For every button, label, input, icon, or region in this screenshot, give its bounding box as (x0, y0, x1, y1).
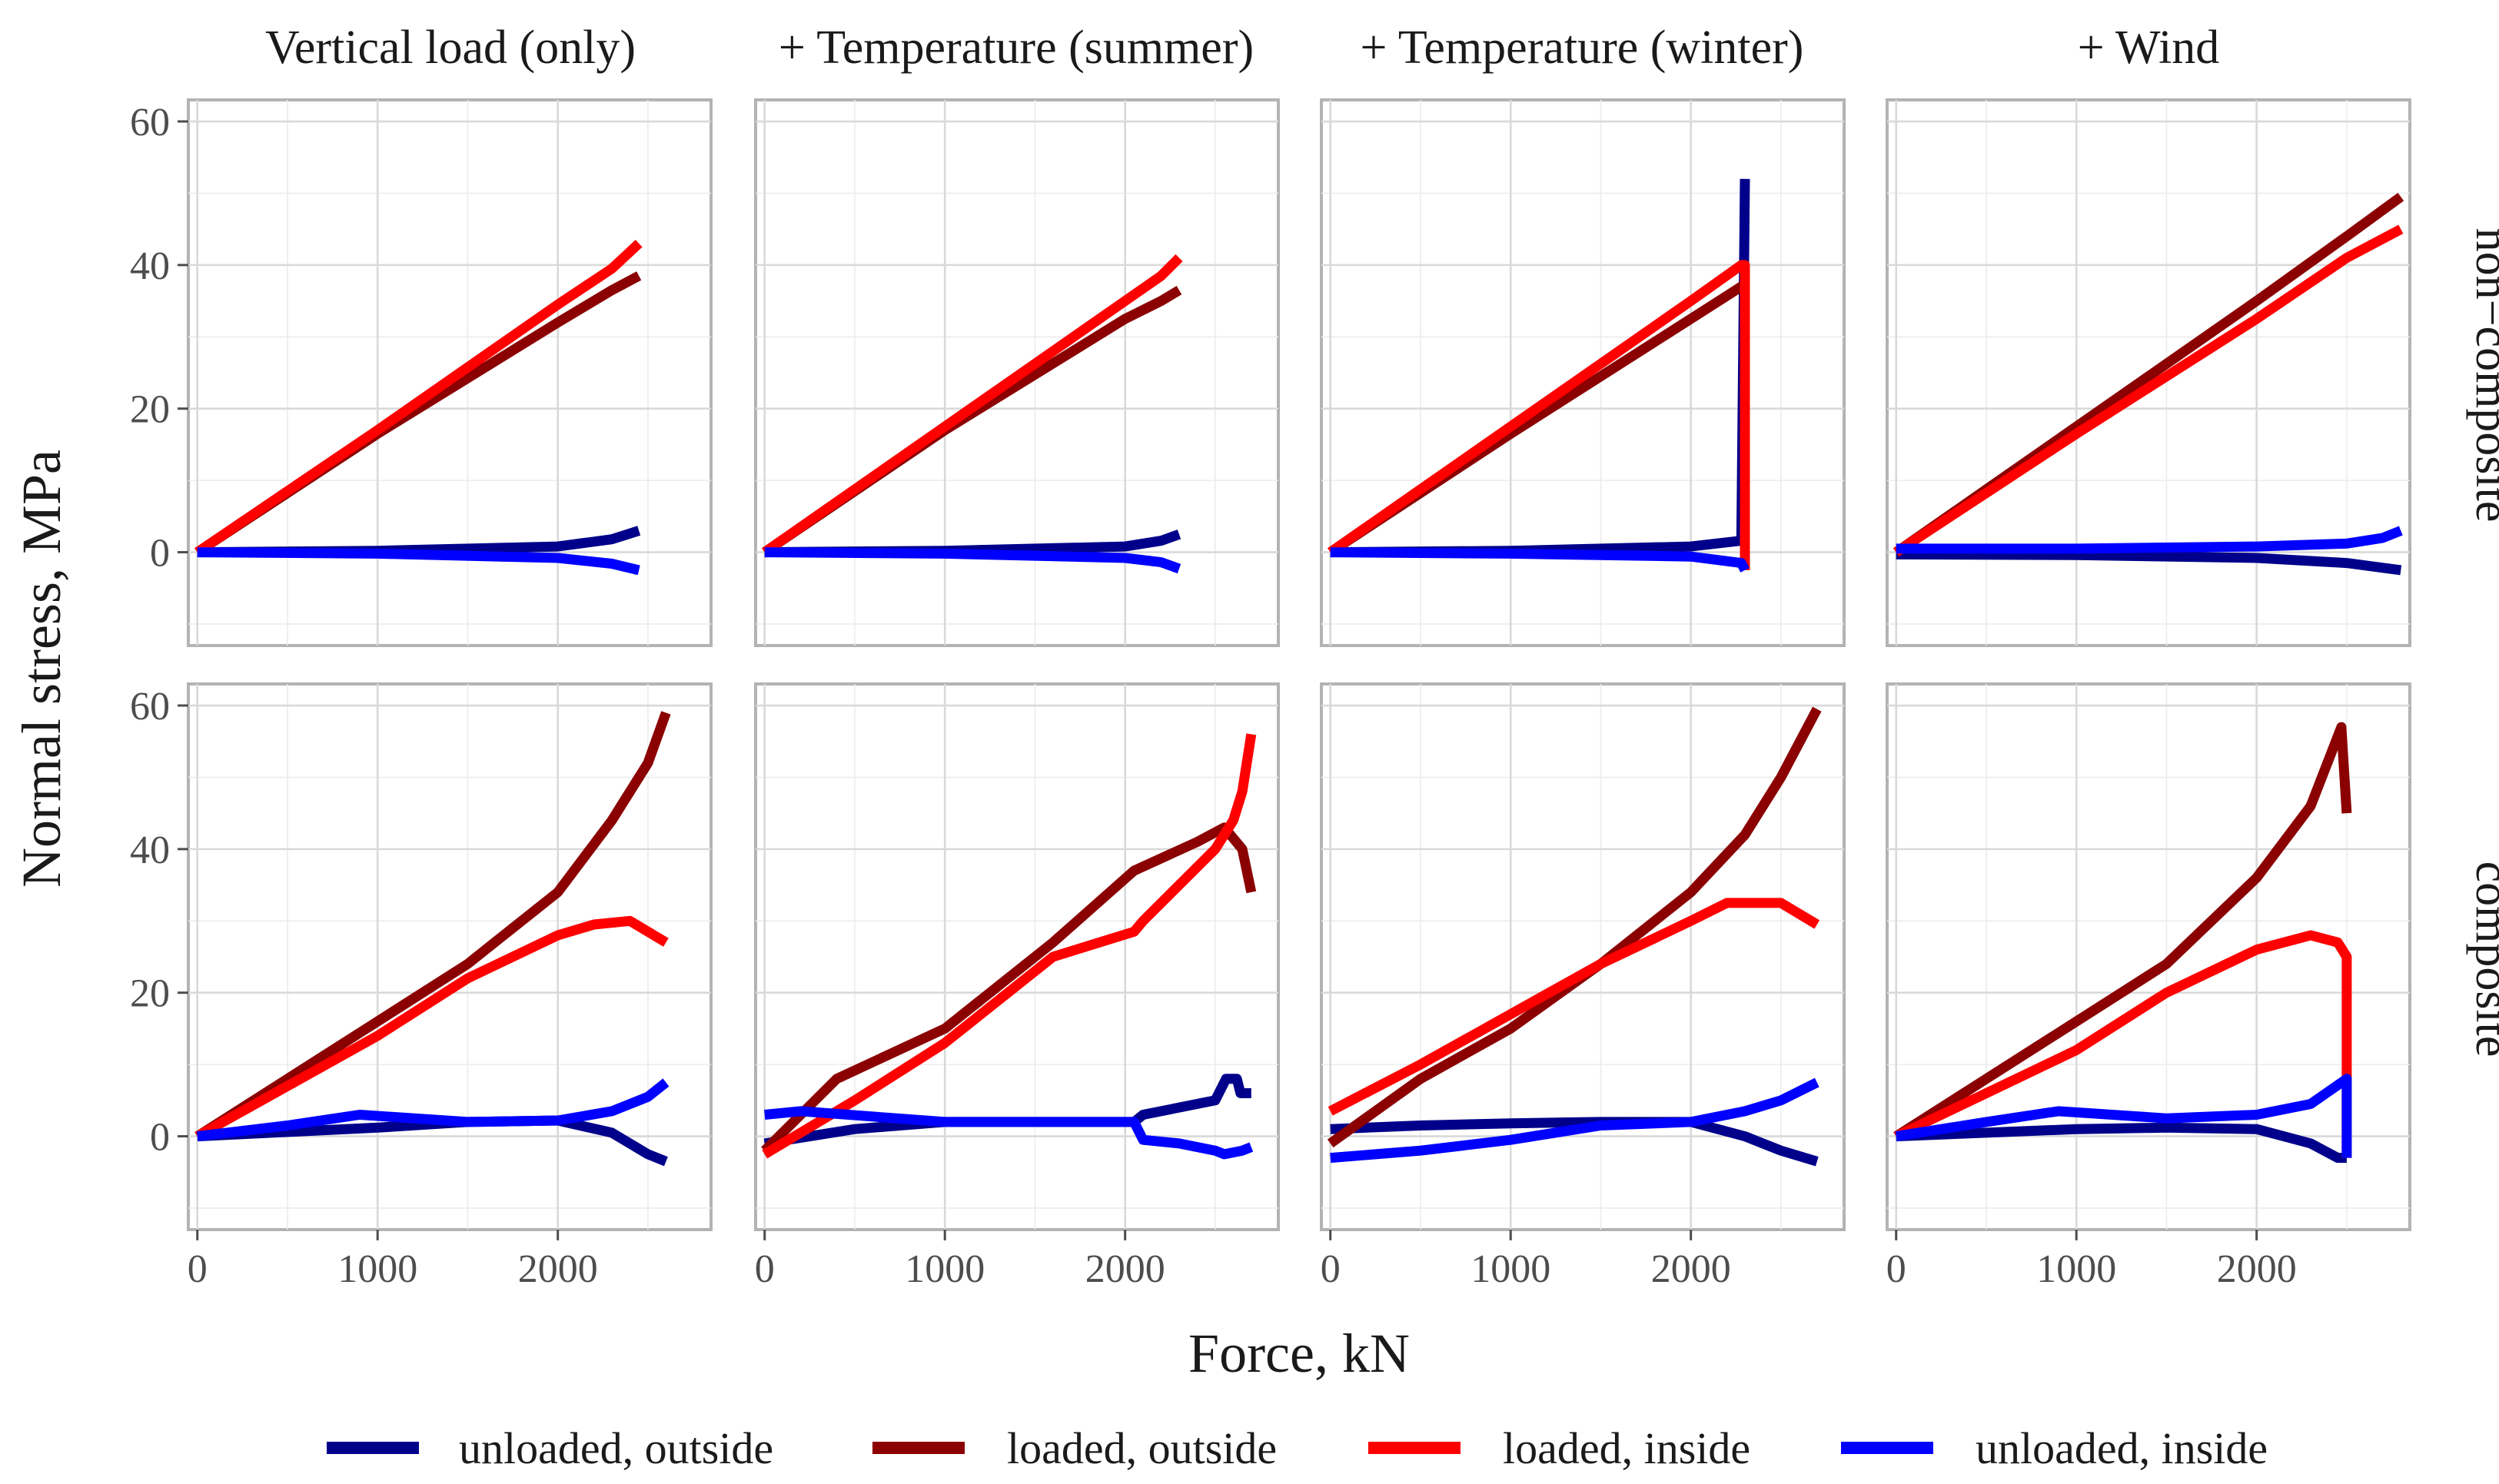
y-tick-label: 20 (130, 972, 170, 1016)
panel-r1-c0: 0 20 40 60 0 1000 2000 (130, 682, 713, 1291)
series-line-unloaded-inside (764, 547, 1181, 574)
series-line-unloaded-inside (764, 1106, 1254, 1160)
panel-r0-c2 (1320, 98, 1846, 647)
y-tick-label: 0 (150, 532, 170, 576)
series-line-loaded-outside (761, 822, 1257, 1154)
legend: unloaded, outside loaded, outside loaded… (327, 1423, 2268, 1473)
x-tick-label: 0 (755, 1247, 775, 1291)
series-line-loaded-inside (762, 733, 1257, 1159)
panel-frame (754, 682, 1280, 1231)
series-line-unloaded-outside (1896, 549, 2402, 576)
legend-label-unloaded-inside: unloaded, inside (1976, 1423, 2268, 1473)
column-title-wind: + Wind (2078, 22, 2220, 74)
series-line-unloaded-inside (1330, 1077, 1819, 1164)
series-line-unloaded-inside (1895, 1074, 2352, 1158)
series-line-loaded-inside (1893, 930, 2352, 1158)
y-tick-label: 0 (150, 1116, 170, 1160)
panel-r0-c3 (1886, 98, 2411, 647)
series-line-loaded-inside (761, 254, 1183, 556)
y-tick-label: 20 (130, 388, 170, 432)
column-title-temperature-winter: + Temperature (winter) (1361, 22, 1804, 74)
row-label-non-composite: non−composite (2466, 228, 2499, 523)
series-line-unloaded-inside (197, 547, 640, 576)
x-axis-title: Force, kN (1188, 1323, 1410, 1384)
row-label-composite: composite (2466, 862, 2499, 1057)
x-tick-label: 1000 (337, 1247, 417, 1291)
y-tick-label: 60 (130, 101, 170, 144)
series-line-unloaded-inside (1896, 526, 2403, 554)
x-tick-label: 2000 (1651, 1247, 1731, 1291)
panel-r1-c3: 0 1000 2000 (1886, 682, 2411, 1291)
legend-label-unloaded-outside: unloaded, outside (459, 1423, 773, 1473)
series-line-loaded-outside (194, 711, 671, 1141)
column-title-vertical-load: Vertical load (only) (265, 22, 636, 74)
legend-label-loaded-inside: loaded, inside (1503, 1423, 1750, 1473)
series-line-loaded-inside (194, 915, 669, 1141)
x-tick-label: 2000 (1085, 1247, 1165, 1291)
x-tick-label: 1000 (2036, 1247, 2116, 1291)
legend-label-loaded-outside: loaded, outside (1007, 1423, 1277, 1473)
panel-r1-c2: 0 1000 2000 (1320, 682, 1846, 1291)
column-title-temperature-summer: + Temperature (summer) (779, 22, 1254, 74)
x-tick-label: 2000 (518, 1247, 598, 1291)
x-tick-label: 1000 (905, 1247, 985, 1291)
x-tick-label: 0 (188, 1247, 208, 1291)
panel-r1-c1: 0 1000 2000 (754, 682, 1280, 1291)
series-line-unloaded-outside (1896, 1122, 2347, 1164)
panel-r0-c1 (754, 98, 1280, 647)
x-tick-label: 0 (1886, 1247, 1906, 1291)
y-tick-label: 40 (130, 828, 170, 872)
series-line-loaded-inside (1893, 224, 2404, 557)
y-tick-label: 60 (130, 685, 170, 729)
y-tick-label: 40 (130, 244, 170, 288)
series-line-unloaded-inside (196, 1078, 670, 1142)
y-axis-title: Normal stress, MPa (11, 450, 72, 888)
x-tick-label: 1000 (1470, 1247, 1550, 1291)
series-line-unloaded-inside (1330, 547, 1750, 573)
x-tick-label: 0 (1321, 1247, 1341, 1291)
series-line-loaded-inside (1328, 898, 1820, 1116)
series-line-loaded-inside (194, 240, 643, 556)
series-line-loaded-inside (1327, 260, 1750, 570)
panel-r0-c0: 0 20 40 60 (130, 98, 713, 647)
panels-layer: 0 20 40 60 0 20 40 60 0 1000 2000 0 1000 2000 0 1000 200… (130, 98, 2411, 1291)
x-tick-label: 2000 (2217, 1247, 2297, 1291)
series-line-loaded-outside (1327, 706, 1822, 1148)
series-line-loaded-outside (1893, 722, 2352, 1141)
